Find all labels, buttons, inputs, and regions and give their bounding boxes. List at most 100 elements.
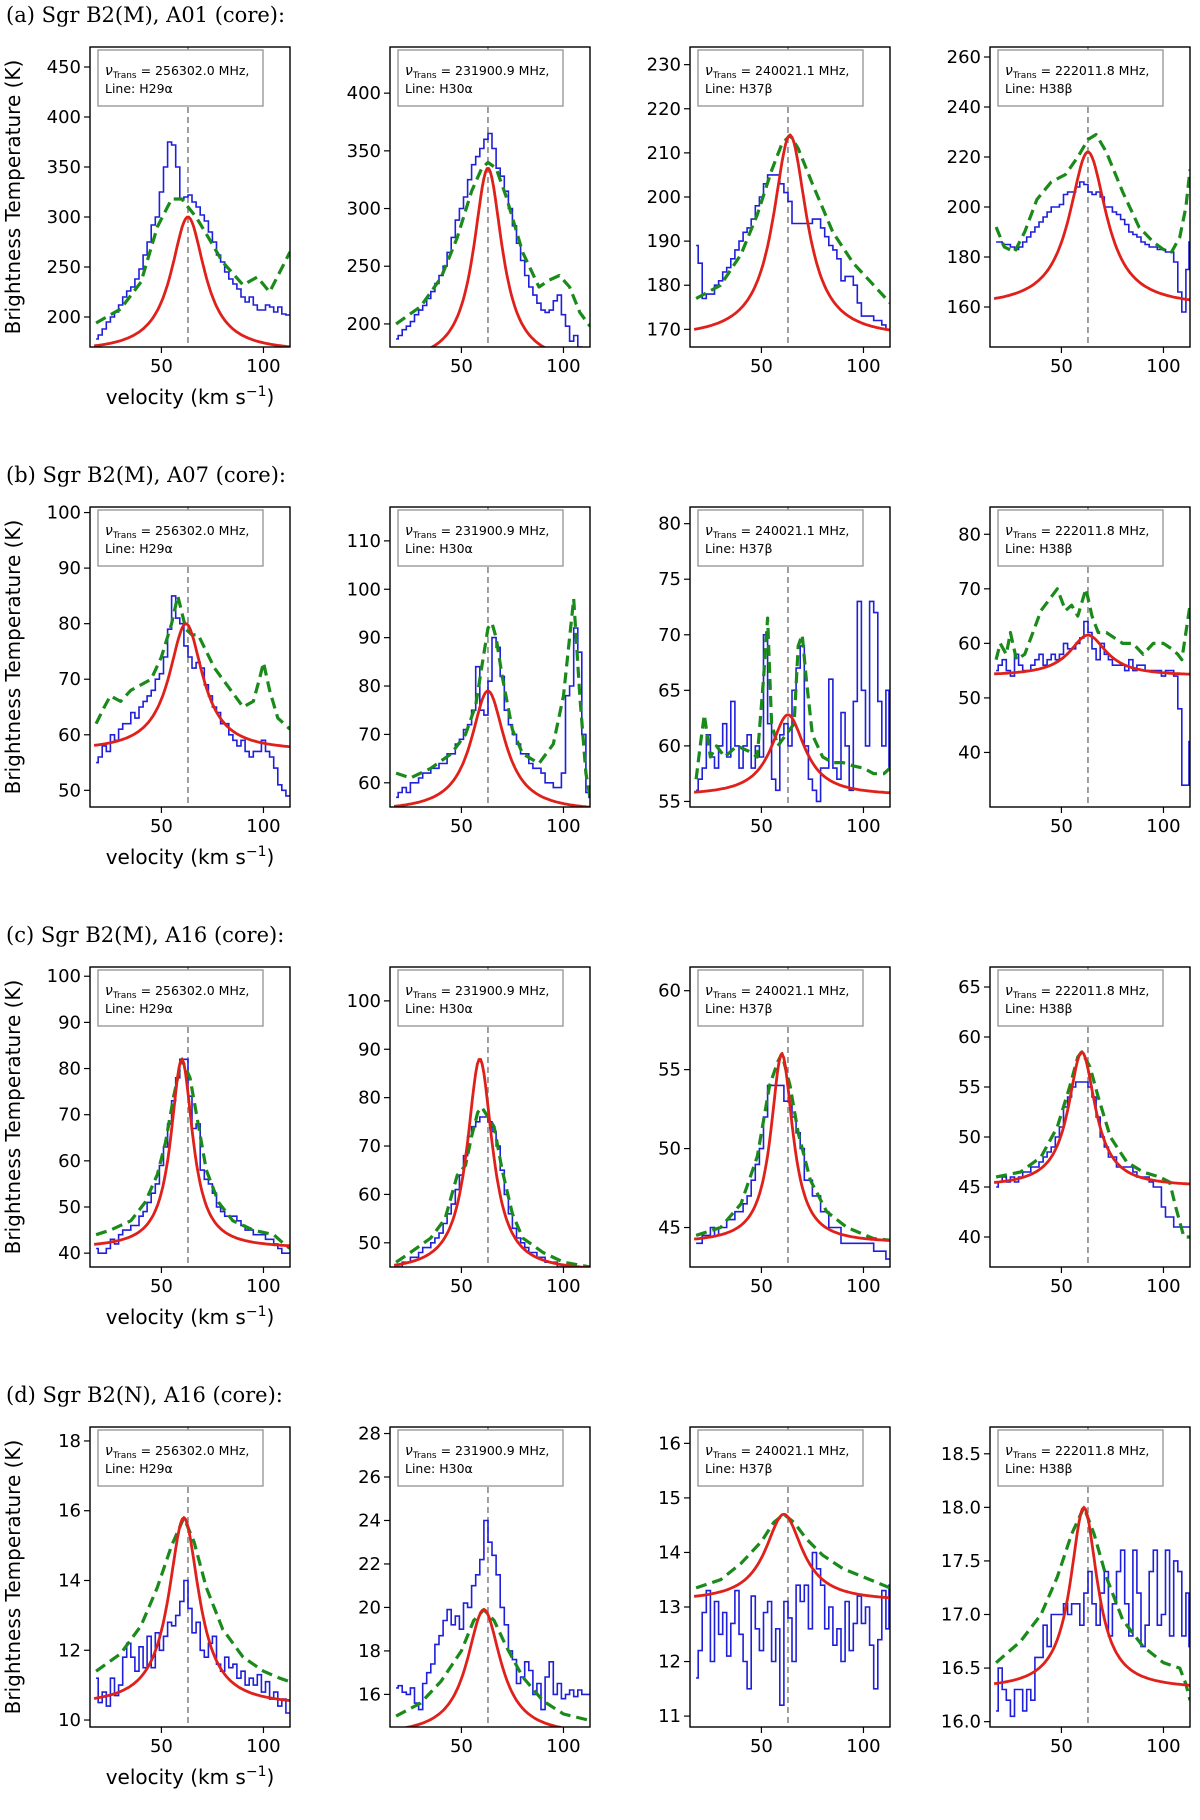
- y-tick-label: 200: [947, 197, 981, 218]
- fit-curve: [694, 713, 890, 795]
- subplot-3-2: 50 100 11 12 13 14 15 16 νTrans = 240021.1 MHz,L…: [658, 1426, 891, 1757]
- fit-curve: [93, 1515, 290, 1702]
- x-tick-label: 100: [546, 1276, 580, 1297]
- y-tick-label: 180: [647, 275, 681, 296]
- legend-box: νTrans = 240021.1 MHz,Line: H37β: [697, 969, 864, 1027]
- subplot-0-1: 50 100 200 250 300 350 400 νTrans = 231900.9 MH…: [347, 46, 591, 377]
- y-tick-label: 75: [658, 569, 681, 590]
- model-spectrum: [994, 132, 1190, 254]
- y-tick-label: 100: [347, 991, 381, 1012]
- model-spectrum: [695, 133, 890, 304]
- y-tick-label: 50: [658, 1139, 681, 1160]
- y-tick-label: 15: [658, 1488, 681, 1509]
- legend-box: νTrans = 222011.8 MHz,Line: H38β: [997, 509, 1164, 567]
- subplot-0-2: 50 100 170 180 190 200 210 220 230 νTrans = 24002…: [647, 46, 891, 377]
- plot-frame: [989, 506, 1191, 808]
- y-tick-label: 60: [658, 981, 681, 1002]
- y-tick-label: 60: [658, 736, 681, 757]
- y-tick-label: 220: [647, 99, 681, 120]
- y-tick-label: 250: [347, 256, 381, 277]
- legend-box: νTrans = 240021.1 MHz,Line: H37β: [697, 49, 864, 107]
- subplot-3-3: 50 100 16.0 16.5 17.0 17.5 18.0 18.5 νTrans = 22…: [941, 1426, 1191, 1757]
- y-tick-label: 260: [947, 47, 981, 68]
- observed-spectrum: [996, 1081, 1190, 1228]
- fit-curve: [693, 1051, 890, 1242]
- fit-curve: [693, 133, 890, 332]
- y-tick-label: 60: [58, 1151, 81, 1172]
- x-tick-label: 100: [546, 356, 580, 377]
- x-tick-label: 100: [1146, 816, 1180, 837]
- x-tick-label: 50: [150, 1736, 173, 1757]
- x-tick-label: 100: [246, 816, 280, 837]
- x-tick-label: 50: [450, 816, 473, 837]
- plot-frame: [389, 1426, 591, 1728]
- observed-spectrum: [396, 627, 590, 799]
- y-tick-label: 60: [358, 773, 381, 794]
- legend-box: νTrans = 256302.0 MHz,Line: H29α: [97, 509, 264, 567]
- observed-spectrum: [696, 174, 890, 331]
- y-tick-label: 17.5: [941, 1551, 981, 1572]
- y-tick-label: 50: [958, 688, 981, 709]
- legend-box: νTrans = 231900.9 MHz,Line: H30α: [397, 49, 564, 107]
- y-tick-label: 18.0: [941, 1497, 981, 1518]
- y-tick-label: 160: [947, 297, 981, 318]
- legend-box: νTrans = 240021.1 MHz,Line: H37β: [697, 509, 864, 567]
- y-tick-label: 80: [658, 514, 681, 535]
- y-tick-label: 100: [47, 966, 81, 987]
- x-axis-label: velocity (km s−1): [106, 1304, 275, 1329]
- y-tick-label: 60: [358, 1184, 381, 1205]
- y-tick-label: 240: [947, 97, 981, 118]
- plot-frame: [689, 506, 891, 808]
- y-tick-label: 55: [658, 1060, 681, 1081]
- observed-spectrum: [996, 620, 1190, 786]
- legend-frame: [97, 1429, 264, 1487]
- y-tick-label: 16.5: [941, 1658, 981, 1679]
- legend-frame: [997, 1429, 1164, 1487]
- legend-line-name: Line: H37β: [705, 1461, 773, 1476]
- row-title-c: (c) Sgr B2(M), A16 (core):: [6, 923, 284, 947]
- y-tick-label: 13: [658, 1597, 681, 1618]
- plot-frame: [689, 1426, 891, 1728]
- plot-frame: [689, 966, 891, 1268]
- x-tick-label: 100: [846, 356, 880, 377]
- x-tick-label: 50: [1050, 1276, 1073, 1297]
- legend-frame: [697, 509, 864, 567]
- legend-frequency: νTrans = 256302.0 MHz,: [105, 1443, 249, 1461]
- y-tick-label: 190: [647, 231, 681, 252]
- x-tick-label: 100: [546, 816, 580, 837]
- y-tick-label: 50: [58, 780, 81, 801]
- legend-line-name: Line: H37β: [705, 1001, 773, 1016]
- fit-curve: [93, 215, 290, 347]
- model-spectrum: [994, 587, 1190, 662]
- y-tick-label: 55: [658, 791, 681, 812]
- x-tick-label: 50: [750, 1276, 773, 1297]
- y-tick-label: 70: [658, 625, 681, 646]
- y-tick-label: 18: [58, 1431, 81, 1452]
- y-tick-label: 80: [58, 1059, 81, 1080]
- y-tick-label: 45: [958, 1177, 981, 1198]
- legend-frequency: νTrans = 231900.9 MHz,: [405, 63, 549, 81]
- subplot-0-0: 50 100 200 250 300 350 400 450 νTrans = 256302.0…: [1, 46, 291, 409]
- x-tick-label: 50: [150, 816, 173, 837]
- y-tick-label: 90: [58, 558, 81, 579]
- legend-frequency: νTrans = 240021.1 MHz,: [705, 1443, 849, 1461]
- subplot-2-3: 50 100 40 45 50 55 60 65 νTrans = 222011.8 MHz,L…: [958, 966, 1191, 1297]
- y-tick-label: 16.0: [941, 1712, 981, 1733]
- y-tick-label: 100: [47, 503, 81, 524]
- y-tick-label: 40: [58, 1243, 81, 1264]
- y-tick-label: 16: [658, 1433, 681, 1454]
- subplot-3-1: 50 100 16 18 20 22 24 26 28 νTrans = 231900.9 MHz…: [358, 1424, 591, 1757]
- legend-box: νTrans = 256302.0 MHz,Line: H29α: [97, 1429, 264, 1487]
- y-tick-label: 26: [358, 1467, 381, 1488]
- x-tick-label: 50: [750, 356, 773, 377]
- fit-curve: [94, 1057, 290, 1248]
- fit-curve: [393, 1058, 590, 1267]
- y-tick-label: 60: [958, 1027, 981, 1048]
- y-tick-label: 22: [358, 1554, 381, 1575]
- y-axis-label: Brightness Temperature (K): [1, 60, 25, 335]
- fit-curve: [993, 1505, 1190, 1687]
- legend-frame: [697, 49, 864, 107]
- model-spectrum: [95, 1516, 290, 1684]
- model-spectrum: [995, 1050, 1190, 1239]
- y-tick-label: 20: [358, 1597, 381, 1618]
